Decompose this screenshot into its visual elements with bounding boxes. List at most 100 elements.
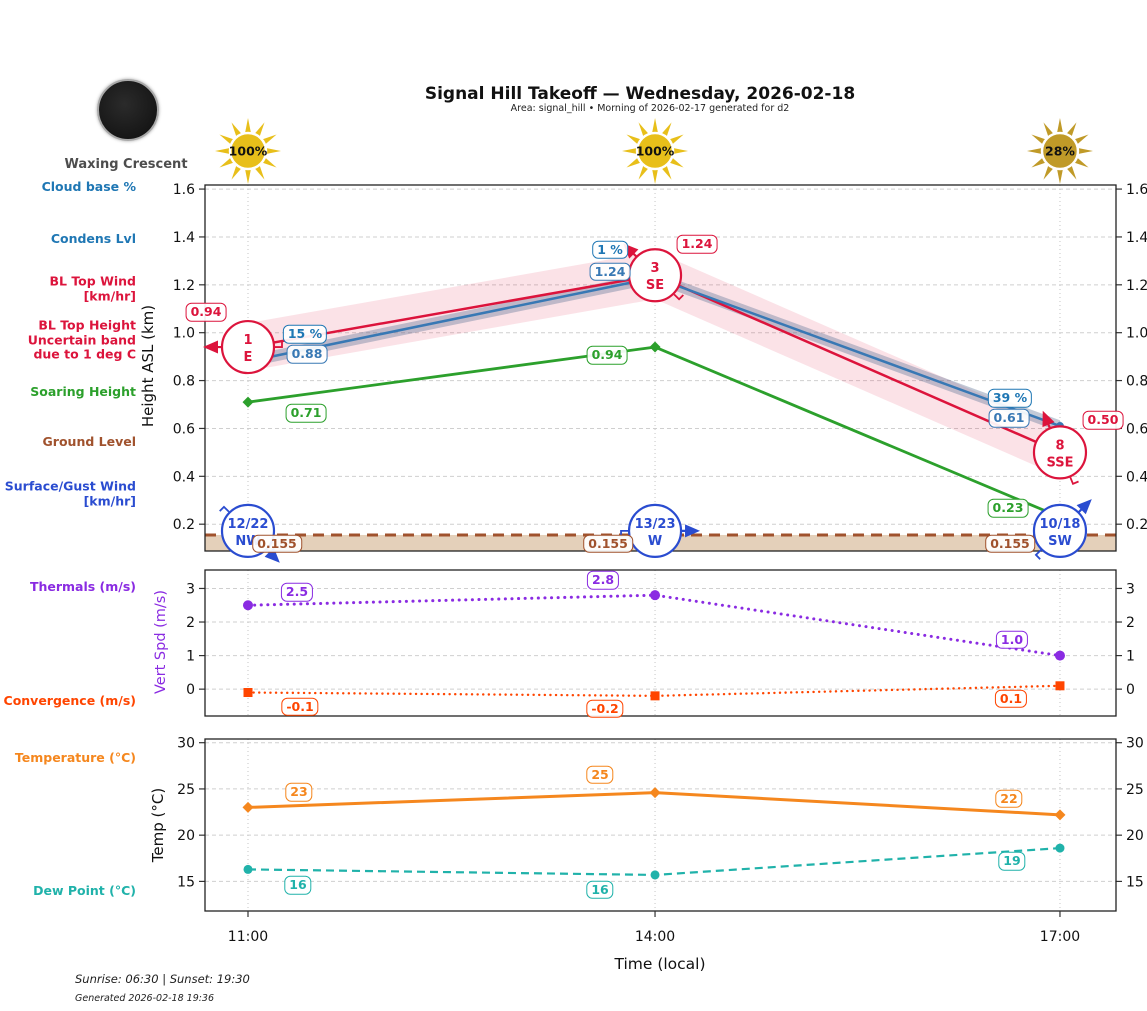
svg-text: 10/18 <box>1040 517 1081 532</box>
value-label: 1.24 <box>676 234 718 254</box>
marker <box>1054 809 1066 821</box>
chart-panel-2: 15 15 20 20 25 25 30 30 <box>177 736 1144 912</box>
svg-text: SSE <box>1046 455 1073 470</box>
y-tick-label: 3 <box>186 581 195 597</box>
value-label: 1 % <box>592 240 628 259</box>
svg-text: 8 <box>1055 438 1064 453</box>
value-label: 22 <box>995 789 1023 809</box>
legend-label-condens-lvl: Condens Lvl <box>50 230 136 246</box>
value-label: 0.94 <box>586 345 628 365</box>
x-tick-label: 17:00 <box>1039 929 1081 945</box>
y-tick-label: 0.8 <box>1126 374 1147 390</box>
legend-label-soaring-height: Soaring Height <box>30 383 136 399</box>
y-tick-label: 1.2 <box>173 278 195 294</box>
x-axis-label: Time (local) <box>614 955 706 973</box>
y-tick-label: 1.2 <box>1126 278 1147 294</box>
svg-text: 1 <box>243 333 252 348</box>
x-tick-label: 14:00 <box>634 929 676 945</box>
value-label: 39 % <box>987 388 1033 408</box>
y-tick-label: 0 <box>186 682 195 698</box>
value-label: 0.1 <box>994 689 1028 709</box>
y-tick-label: 2 <box>1126 615 1135 631</box>
svg-text: 100% <box>636 144 675 159</box>
sun-icon: 100% <box>214 118 281 184</box>
sun-icon: 28% <box>1026 118 1093 184</box>
value-label: 23 <box>285 783 313 802</box>
marker <box>650 590 661 601</box>
svg-text: 28% <box>1045 144 1075 159</box>
main-y-axis-label: Height ASL (km) <box>139 304 157 428</box>
y-tick-label: 25 <box>177 782 195 798</box>
value-label: 0.94 <box>185 302 227 322</box>
y-tick-label: 1.4 <box>173 230 195 246</box>
y-tick-label: 3 <box>1126 581 1135 597</box>
y-tick-label: 1.6 <box>173 182 195 198</box>
value-label: 16 <box>284 876 312 895</box>
svg-text: 100% <box>229 144 268 159</box>
y-tick-label: 20 <box>1126 828 1144 844</box>
marker <box>1055 843 1065 853</box>
legend-label-dew-point-c-: Dew Point (°C) <box>33 882 136 898</box>
value-label: 1.0 <box>995 630 1029 649</box>
sun-icon: 100% <box>622 118 689 184</box>
legend-label-bl-top-wind: BL Top Wind [km/hr] <box>49 273 136 303</box>
y-tick-label: 1.0 <box>173 326 195 342</box>
value-label: 19 <box>998 851 1026 871</box>
value-label: 2.8 <box>586 570 620 590</box>
wind-circle-sse: 8 SSE <box>1032 410 1088 485</box>
value-label: 0.61 <box>988 408 1030 428</box>
marker <box>650 870 660 880</box>
svg-text: W <box>648 534 662 549</box>
marker <box>1054 650 1065 661</box>
value-label: 0.155 <box>252 534 302 554</box>
marker <box>650 691 660 701</box>
page-subtitle: Area: signal_hill • Morning of 2026-02-1… <box>510 103 790 114</box>
y-tick-label: 25 <box>1126 782 1144 798</box>
legend-label-ground-level: Ground Level <box>42 433 136 449</box>
wind-circle-sw: 10/18 SW <box>1032 499 1092 560</box>
svg-text: SW <box>1048 534 1072 549</box>
y-tick-label: 0 <box>1126 682 1135 698</box>
svg-text: 13/23 <box>635 517 676 532</box>
y-tick-label: 15 <box>1126 874 1144 890</box>
marker <box>243 688 253 698</box>
value-label: -0.2 <box>586 699 624 719</box>
wind-circle-w: 13/23 W <box>620 503 701 558</box>
legend-label-convergence-m-s-: Convergence (m/s) <box>3 692 136 708</box>
value-label: 16 <box>586 880 614 900</box>
legend-label-cloud-base-: Cloud base % <box>41 178 136 194</box>
value-label: 0.50 <box>1082 411 1124 430</box>
value-label: 25 <box>586 765 614 784</box>
svg-text: 3 <box>651 261 660 276</box>
marker <box>649 341 661 353</box>
wind-circle-e: 1E <box>202 319 283 375</box>
sunrise-sunset-note: Sunrise: 06:30 | Sunset: 19:30 <box>75 972 250 986</box>
y-tick-label: 1.4 <box>1126 230 1147 246</box>
value-label: -0.1 <box>281 697 319 716</box>
chart-border <box>204 738 1117 912</box>
temp-y-axis-label: Temp (°C) <box>149 787 167 863</box>
y-tick-label: 1.0 <box>1126 326 1147 342</box>
y-tick-label: 2 <box>186 615 195 631</box>
marker <box>1055 681 1065 691</box>
value-label: 0.88 <box>286 345 328 364</box>
chart-border <box>204 569 1117 717</box>
y-tick-label: 1 <box>186 649 195 665</box>
y-tick-label: 15 <box>177 874 195 890</box>
svg-text: 12/22 <box>228 517 269 532</box>
marker <box>649 787 661 799</box>
marker <box>242 396 254 408</box>
svg-text: SE <box>646 278 664 293</box>
marker <box>243 864 253 874</box>
value-label: 0.155 <box>583 534 633 554</box>
page-title: Signal Hill Takeoff — Wednesday, 2026-02… <box>424 84 856 104</box>
legend-label-surface-gust-wind: Surface/Gust Wind [km/hr] <box>4 478 136 508</box>
moon-icon <box>97 79 159 141</box>
marker <box>242 600 253 611</box>
moon-phase-label: Waxing Crescent <box>64 157 188 172</box>
chart-panel-1: 0 0 1 1 2 2 3 3 <box>186 569 1135 717</box>
value-label: 0.23 <box>987 498 1029 518</box>
marker <box>242 801 254 813</box>
